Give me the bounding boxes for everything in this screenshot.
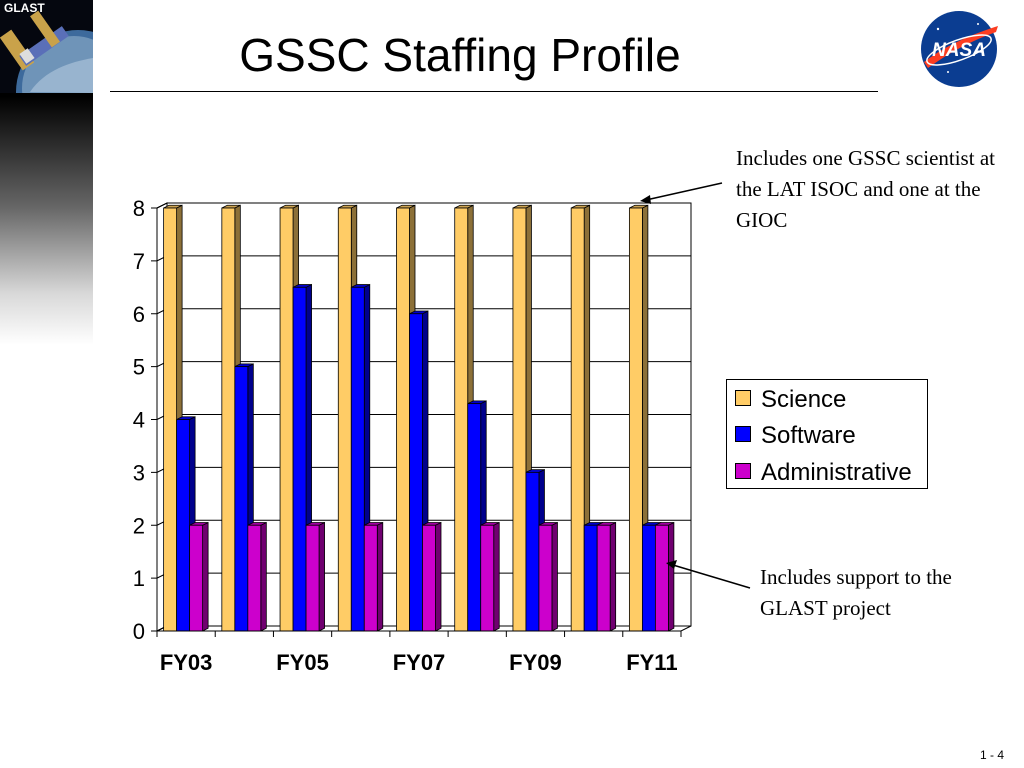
- y-tick-label: 7: [133, 249, 145, 274]
- legend-swatch-administrative: [735, 463, 751, 479]
- bar-side: [318, 521, 325, 632]
- slide-number: 1 - 4: [980, 748, 1005, 762]
- bar-administrative-fy09: [538, 521, 558, 632]
- bar-front: [654, 524, 669, 632]
- y-tick-label: 4: [133, 408, 145, 433]
- science-note-arrowhead: [640, 195, 651, 204]
- bar-front: [467, 403, 482, 632]
- nasa-logo: NASA: [921, 11, 998, 87]
- y-tick-label: 2: [133, 513, 145, 538]
- legend-swatch-science: [735, 390, 751, 406]
- bar-front: [525, 471, 540, 632]
- bar-science-fy09: [512, 204, 532, 632]
- bar-front: [292, 286, 307, 632]
- bar-administrative-fy04: [247, 521, 267, 632]
- bar-front: [176, 419, 191, 632]
- bar-front: [363, 524, 378, 632]
- bar-front: [480, 524, 495, 632]
- bar-administrative-fy03: [189, 521, 209, 632]
- legend-item-administrative: Administrative: [735, 459, 912, 487]
- admin-note-arrowhead: [666, 560, 677, 569]
- bar-front: [512, 207, 527, 632]
- bar-side: [435, 521, 442, 632]
- y-tick-label: 8: [133, 196, 145, 221]
- y-tick-label: 1: [133, 566, 145, 591]
- legend-label-software: Software: [761, 422, 856, 449]
- bar-front: [628, 207, 643, 632]
- science-note-arrow: [645, 182, 723, 201]
- bar-side: [493, 521, 500, 632]
- administrative-annotation: Includes support to the GLAST project: [760, 565, 952, 620]
- bar-administrative-fy06: [363, 521, 384, 632]
- bar-front: [189, 524, 204, 632]
- bar-front: [350, 286, 365, 632]
- bar-administrative-fy05: [305, 521, 325, 632]
- x-tick-label: FY07: [393, 650, 446, 675]
- bar-side: [667, 521, 675, 632]
- bar-administrative-fy07: [422, 521, 442, 632]
- bar-front: [641, 524, 656, 632]
- bar-side: [202, 521, 209, 632]
- bar-front: [396, 207, 410, 632]
- y-tick-label: 6: [133, 302, 145, 327]
- legend-item-software: Software: [735, 422, 856, 450]
- bar-front: [422, 524, 436, 632]
- bar-side: [551, 521, 558, 632]
- bar-front: [538, 524, 553, 632]
- bar-side: [609, 521, 617, 632]
- legend-label-science: Science: [761, 386, 847, 413]
- y-tick-label: 0: [133, 619, 145, 644]
- bar-front: [596, 524, 611, 632]
- nasa-logo-text: NASA: [932, 40, 986, 61]
- bar-front: [279, 207, 294, 632]
- bar-administrative-fy11: [654, 521, 675, 632]
- page-title: GSSC Staffing Profile: [239, 29, 681, 81]
- bar-front: [454, 207, 469, 632]
- y-tick-label: 3: [133, 460, 145, 485]
- legend-swatch-software: [735, 426, 751, 442]
- y-tick-label: 5: [133, 355, 145, 380]
- glast-logo-text: GLAST: [4, 1, 45, 15]
- bar-front: [247, 524, 262, 632]
- bar-administrative-fy10: [596, 521, 617, 632]
- bar-side: [376, 521, 384, 632]
- bar-side: [260, 521, 267, 632]
- bar-front: [583, 524, 598, 632]
- admin-note-arrow: [672, 564, 751, 589]
- x-tick-label: FY05: [276, 650, 329, 675]
- x-tick-label: FY09: [509, 650, 562, 675]
- x-tick-label: FY11: [626, 650, 677, 675]
- bar-front: [163, 207, 178, 632]
- legend-label-administrative: Administrative: [761, 459, 912, 486]
- gridline: [156, 202, 691, 209]
- glast-logo: GLAST: [0, 0, 93, 93]
- bar-front: [221, 207, 236, 632]
- bar-front: [570, 207, 585, 632]
- title-divider: [110, 91, 878, 92]
- x-tick-label: FY03: [160, 650, 213, 675]
- bar-front: [337, 207, 352, 632]
- chart-legend: Science Software Administrative: [726, 379, 928, 489]
- bar-front: [234, 366, 249, 632]
- legend-item-science: Science: [735, 386, 846, 414]
- bar-front: [409, 313, 423, 632]
- bar-administrative-fy08: [480, 521, 500, 632]
- bar-front: [305, 524, 320, 632]
- science-annotation: Includes one GSSC scientist at the LAT I…: [736, 146, 995, 232]
